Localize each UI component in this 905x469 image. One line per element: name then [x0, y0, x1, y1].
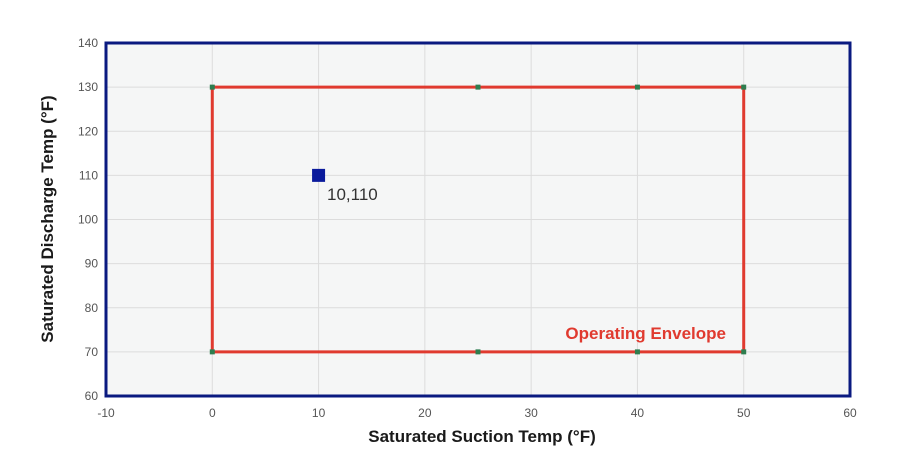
- y-tick-label: 120: [78, 124, 98, 138]
- x-axis-ticks: -10 0 10 20 30 40 50 60: [97, 406, 857, 420]
- x-tick-label: 10: [312, 406, 326, 420]
- operating-point-marker: [312, 168, 326, 182]
- y-tick-label: 140: [78, 36, 98, 50]
- operating-point-group: [312, 168, 326, 182]
- envelope-vertex: [475, 349, 481, 355]
- y-tick-label: 110: [79, 168, 98, 182]
- envelope-vertex: [634, 349, 640, 355]
- x-tick-label: 60: [843, 406, 857, 420]
- y-tick-label: 130: [78, 80, 98, 94]
- y-tick-label: 60: [85, 389, 99, 403]
- y-axis-title: Saturated Discharge Temp (°F): [38, 95, 57, 342]
- operating-envelope: [209, 84, 747, 355]
- x-tick-label: 40: [631, 406, 645, 420]
- envelope-vertex: [634, 84, 640, 90]
- x-tick-label: 20: [418, 406, 432, 420]
- x-tick-label: 50: [737, 406, 751, 420]
- y-tick-label: 100: [78, 213, 98, 227]
- y-tick-label: 90: [85, 257, 99, 271]
- envelope-vertex: [475, 84, 481, 90]
- x-tick-label: -10: [97, 406, 115, 420]
- y-tick-label: 80: [85, 301, 99, 315]
- plot-border: [104, 41, 852, 398]
- envelope-vertex: [741, 349, 747, 355]
- y-axis-ticks: 60 70 80 90 100 110 120 130 140: [78, 36, 98, 403]
- envelope-vertex: [209, 84, 215, 90]
- x-axis-title: Saturated Suction Temp (°F): [368, 427, 596, 446]
- envelope-vertex: [209, 349, 215, 355]
- x-tick-label: 0: [209, 406, 216, 420]
- y-tick-label: 70: [85, 345, 99, 359]
- x-tick-label: 30: [524, 406, 538, 420]
- envelope-vertex: [741, 84, 747, 90]
- envelope-label: Operating Envelope: [565, 324, 726, 343]
- operating-point-label: 10,110: [327, 185, 378, 204]
